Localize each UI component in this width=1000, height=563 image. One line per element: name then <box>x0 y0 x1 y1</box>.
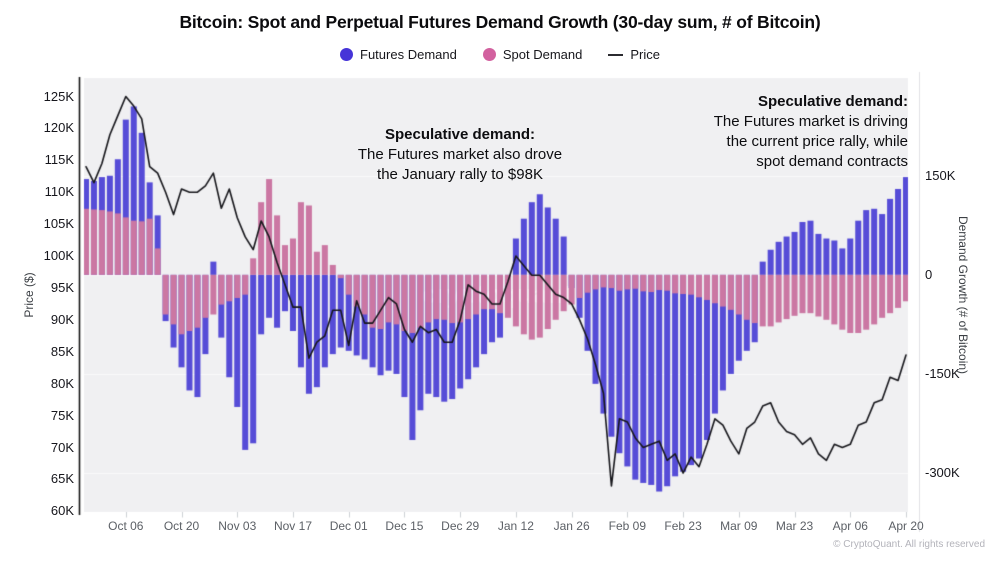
y-axis-title-demand-growth: Demand Growth (# of Bitcoin) <box>956 215 970 375</box>
date-axis-tick: Jan 26 <box>553 519 590 533</box>
price-axis-tick: 60K <box>50 503 74 519</box>
date-axis-tick: Apr 06 <box>832 519 868 533</box>
date-axis-tick: Dec 15 <box>385 519 424 533</box>
price-axis-tick: 100K <box>43 248 74 264</box>
demand-axis-tick: -300K <box>925 465 960 481</box>
annotation-body: The Futures market also drove the January… <box>357 146 563 183</box>
price-axis-tick: 105K <box>43 216 74 232</box>
date-axis-tick: Mar 23 <box>775 519 814 533</box>
price-axis-tick: 125K <box>43 88 74 104</box>
price-axis-tick: 65K <box>50 471 74 487</box>
demand-axis-tick: 150K <box>925 167 956 183</box>
date-axis-tick: Dec 01 <box>329 519 368 533</box>
legend-item-price[interactable]: Price <box>608 47 660 62</box>
price-axis-tick: 110K <box>44 184 74 200</box>
price-line-dash-icon <box>608 53 624 56</box>
date-axis-tick: Jan 12 <box>497 519 534 533</box>
date-axis-tick: Feb 09 <box>608 519 647 533</box>
legend-label-futures: Futures Demand <box>360 47 457 62</box>
date-axis-tick: Nov 03 <box>218 519 257 533</box>
price-axis-tick: 70K <box>50 439 74 455</box>
price-axis-tick: 80K <box>50 375 74 391</box>
legend-label-spot: Spot Demand <box>502 47 583 62</box>
annotation-body: The Futures market is driving the current… <box>713 113 908 170</box>
annotation-current-rally: Speculative demand: The Futures market i… <box>588 92 908 172</box>
legend-label-price: Price <box>630 47 660 62</box>
copyright-footer: © CryptoQuant. All rights reserved <box>833 539 985 550</box>
futures-demand-dot-icon <box>340 48 354 61</box>
date-axis-tick: Oct 20 <box>163 519 200 533</box>
demand-axis-tick: -150K <box>925 365 960 381</box>
price-axis-tick: 75K <box>50 407 74 423</box>
date-axis-tick: Feb 23 <box>664 519 702 533</box>
date-axis-tick: Mar 09 <box>720 519 758 533</box>
legend-item-futures-demand[interactable]: Futures Demand <box>340 47 457 62</box>
legend: Futures Demand Spot Demand Price <box>0 47 1000 62</box>
date-axis-tick: Nov 17 <box>273 519 312 533</box>
annotation-heading: Speculative demand: <box>757 93 908 110</box>
price-axis-tick: 90K <box>50 311 74 327</box>
legend-item-spot-demand[interactable]: Spot Demand <box>482 47 583 62</box>
price-axis-tick: 95K <box>50 279 74 295</box>
date-axis-tick: Oct 06 <box>108 519 144 533</box>
price-axis-tick: 85K <box>50 343 74 359</box>
annotation-january-rally: Speculative demand: The Futures market a… <box>305 125 615 185</box>
date-axis-tick: Dec 29 <box>441 519 480 533</box>
demand-axis-tick: 0 <box>925 266 933 282</box>
price-axis-tick: 115K <box>44 152 74 168</box>
price-axis-tick: 120K <box>43 120 74 136</box>
date-axis-tick: Apr 20 <box>888 519 924 533</box>
chart-title: Bitcoin: Spot and Perpetual Futures Dema… <box>179 12 821 32</box>
spot-demand-dot-icon <box>482 48 496 61</box>
annotation-heading: Speculative demand: <box>384 126 536 143</box>
